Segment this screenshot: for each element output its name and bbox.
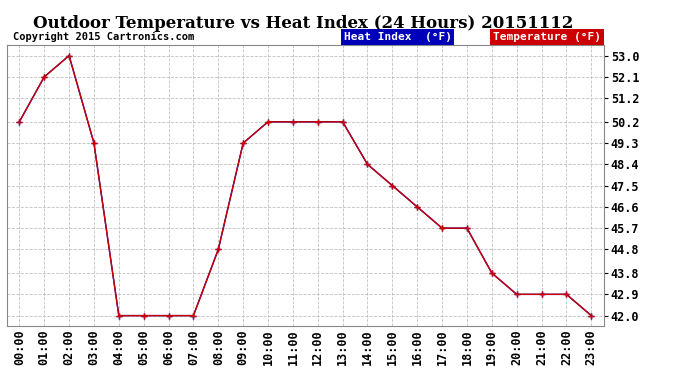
- Text: Temperature (°F): Temperature (°F): [493, 32, 601, 42]
- Text: Heat Index  (°F): Heat Index (°F): [344, 32, 451, 42]
- Text: Copyright 2015 Cartronics.com: Copyright 2015 Cartronics.com: [13, 32, 194, 42]
- Text: Outdoor Temperature vs Heat Index (24 Hours) 20151112: Outdoor Temperature vs Heat Index (24 Ho…: [33, 15, 574, 32]
